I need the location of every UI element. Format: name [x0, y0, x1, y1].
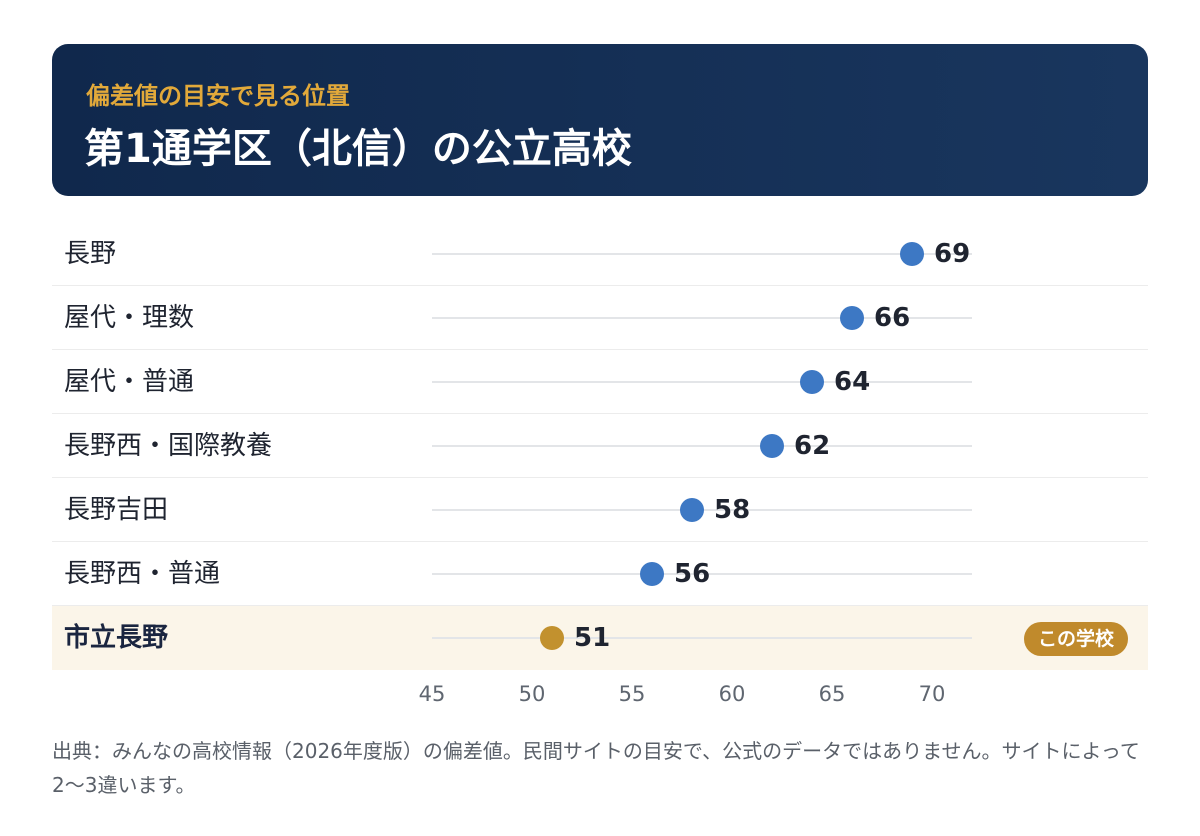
data-label: 62 — [794, 431, 831, 461]
chart-row: 長野吉田 58 — [52, 478, 1148, 542]
data-point — [900, 242, 924, 266]
row-track-line — [432, 253, 972, 255]
data-label: 56 — [674, 559, 711, 589]
header-eyebrow: 偏差値の目安で見る位置 — [86, 82, 350, 110]
x-tick-label: 55 — [618, 682, 646, 706]
x-tick-label: 65 — [818, 682, 846, 706]
chart-header: 偏差値の目安で見る位置 第1通学区（北信）の公立高校 — [52, 44, 1148, 196]
category-label: 長野吉田 — [64, 495, 169, 525]
data-point — [680, 498, 704, 522]
category-label: 屋代・普通 — [64, 367, 195, 397]
data-label: 58 — [714, 495, 751, 525]
this-school-badge: この学校 — [1023, 622, 1128, 656]
x-tick-label: 70 — [918, 682, 946, 706]
row-track-line — [432, 573, 972, 575]
data-point — [640, 562, 664, 586]
source-footnote: 出典：みんなの高校情報（2026年度版）の偏差値。民間サイトの目安で、公式のデー… — [52, 739, 1140, 797]
category-label: 長野西・普通 — [64, 559, 221, 589]
data-point — [540, 626, 564, 650]
x-tick-label: 50 — [518, 682, 546, 706]
chart-row: 屋代・普通 64 — [52, 350, 1148, 414]
chart-row: 長野西・国際教養 62 — [52, 414, 1148, 478]
x-tick-label: 45 — [418, 682, 446, 706]
category-label: 屋代・理数 — [64, 303, 195, 333]
data-label: 51 — [574, 623, 611, 653]
x-tick-label: 60 — [718, 682, 746, 706]
row-track-line — [432, 637, 972, 639]
chart-row-highlight: 市立長野 51 この学校 — [52, 606, 1148, 670]
row-track-line — [432, 317, 972, 319]
chart-title: 第1通学区（北信）の公立高校 — [84, 126, 632, 172]
data-point — [760, 434, 784, 458]
data-point — [840, 306, 864, 330]
chart-row: 長野西・普通 56 — [52, 542, 1148, 606]
row-track-line — [432, 445, 972, 447]
chart-row: 長野 69 — [52, 222, 1148, 286]
data-point — [800, 370, 824, 394]
data-label: 69 — [934, 239, 971, 269]
chart-row: 屋代・理数 66 — [52, 286, 1148, 350]
category-label: 長野西・国際教養 — [64, 431, 273, 461]
category-label: 長野 — [64, 239, 117, 269]
category-label: 市立長野 — [64, 623, 169, 653]
row-track-line — [432, 381, 972, 383]
data-label: 64 — [834, 367, 871, 397]
data-label: 66 — [874, 303, 911, 333]
